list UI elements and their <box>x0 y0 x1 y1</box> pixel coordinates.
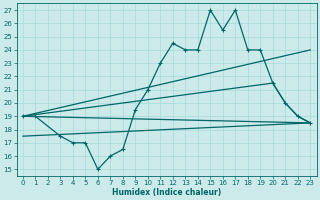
X-axis label: Humidex (Indice chaleur): Humidex (Indice chaleur) <box>112 188 221 197</box>
